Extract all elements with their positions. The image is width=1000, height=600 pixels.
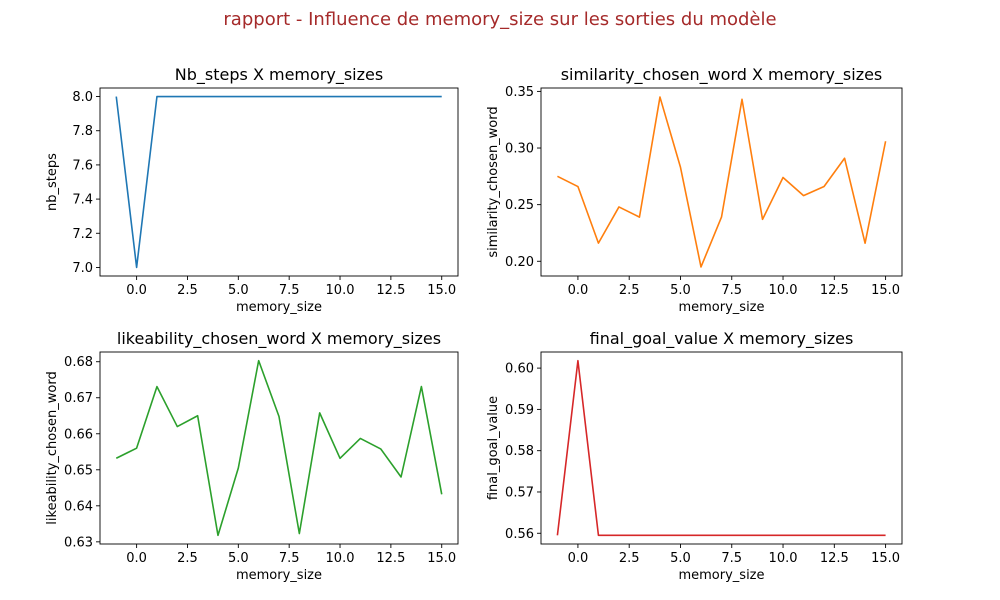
x-tick-label: 2.5 xyxy=(177,551,198,566)
x-tick-label: 5.0 xyxy=(228,283,249,298)
y-tick-label: 0.63 xyxy=(64,535,93,550)
y-tick-label: 0.25 xyxy=(505,198,534,213)
x-tick-label: 7.5 xyxy=(721,283,742,298)
axes-frame xyxy=(99,351,459,545)
y-tick-label: 7.6 xyxy=(72,158,93,173)
x-tick-label: 2.5 xyxy=(177,283,198,298)
subplot-1: Nb_steps X memory_sizes 0.0 2.5 5.0 7.5 10.0 1… xyxy=(45,65,459,315)
x-tick-label: 7.5 xyxy=(279,283,300,298)
y-tick-label: 7.0 xyxy=(72,261,93,276)
x-tick-label: 12.5 xyxy=(820,283,849,298)
x-tick-label: 0.0 xyxy=(126,551,147,566)
y-axis-label: likeability_chosen_word xyxy=(45,371,60,524)
axes-frame xyxy=(540,351,903,545)
y-tick-label: 7.8 xyxy=(72,124,93,139)
x-tick-label: 15.0 xyxy=(871,283,900,298)
y-tick-label: 0.60 xyxy=(505,362,534,377)
y-tick-label: 0.35 xyxy=(505,85,534,100)
x-axis-label: memory_size xyxy=(678,300,764,315)
x-tick-label: 0.0 xyxy=(568,551,589,566)
y-tick-label: 0.58 xyxy=(505,444,534,459)
x-tick-label: 15.0 xyxy=(427,551,456,566)
y-tick-label: 0.56 xyxy=(505,527,534,542)
y-tick-label: 0.30 xyxy=(505,142,534,157)
y-axis-label: nb_steps xyxy=(45,153,60,211)
figure-title: rapport - Influence de memory_size sur l… xyxy=(223,9,777,30)
x-tick-label: 15.0 xyxy=(871,551,900,566)
y-tick-label: 0.64 xyxy=(64,499,93,514)
y-tick-label: 0.59 xyxy=(505,403,534,418)
y-tick-label: 0.68 xyxy=(64,355,93,370)
y-tick-label: 7.4 xyxy=(72,193,93,208)
x-axis-label: memory_size xyxy=(236,568,322,583)
subplot-title: final_goal_value X memory_sizes xyxy=(590,329,854,349)
x-tick-label: 12.5 xyxy=(376,283,405,298)
y-tick-label: 0.65 xyxy=(64,463,93,478)
y-tick-label: 0.20 xyxy=(505,255,534,270)
y-axis-label: final_goal_value xyxy=(486,396,501,500)
x-tick-label: 10.0 xyxy=(326,283,355,298)
y-tick-label: 0.67 xyxy=(64,391,93,406)
subplot-4: final_goal_value X memory_sizes 0.0 2.5 5.0… xyxy=(486,329,903,583)
x-tick-label: 2.5 xyxy=(619,551,640,566)
y-tick-label: 0.57 xyxy=(505,485,534,500)
x-tick-label: 5.0 xyxy=(670,283,691,298)
x-tick-label: 7.5 xyxy=(721,551,742,566)
x-tick-label: 12.5 xyxy=(820,551,849,566)
subplot-3: likeability_chosen_word X memory_sizes 0.… xyxy=(45,329,459,583)
x-tick-label: 12.5 xyxy=(376,551,405,566)
x-tick-label: 2.5 xyxy=(619,283,640,298)
series-line xyxy=(557,96,887,268)
x-axis-label: memory_size xyxy=(678,568,764,583)
subplot-title: Nb_steps X memory_sizes xyxy=(175,65,383,85)
x-tick-label: 10.0 xyxy=(326,551,355,566)
x-axis-label: memory_size xyxy=(236,300,322,315)
y-tick-label: 8.0 xyxy=(72,90,93,105)
x-tick-label: 5.0 xyxy=(228,551,249,566)
y-tick-label: 7.2 xyxy=(72,227,93,242)
x-tick-label: 10.0 xyxy=(769,551,798,566)
axes-frame xyxy=(99,87,459,277)
x-tick-label: 7.5 xyxy=(279,551,300,566)
subplot-title: similarity_chosen_word X memory_sizes xyxy=(561,65,883,85)
x-tick-label: 5.0 xyxy=(670,551,691,566)
series-line xyxy=(556,359,886,537)
x-tick-label: 15.0 xyxy=(427,283,456,298)
subplot-2: similarity_chosen_word X memory_sizes 0.0… xyxy=(486,65,903,315)
axes-frame xyxy=(540,87,903,277)
y-axis-label: similarity_chosen_word xyxy=(486,106,501,257)
y-tick-label: 0.66 xyxy=(64,427,93,442)
x-tick-label: 10.0 xyxy=(769,283,798,298)
series-line xyxy=(115,95,442,269)
subplot-title: likeability_chosen_word X memory_sizes xyxy=(117,329,441,349)
x-tick-label: 0.0 xyxy=(126,283,147,298)
x-tick-label: 0.0 xyxy=(568,283,589,298)
series-line xyxy=(115,359,443,537)
